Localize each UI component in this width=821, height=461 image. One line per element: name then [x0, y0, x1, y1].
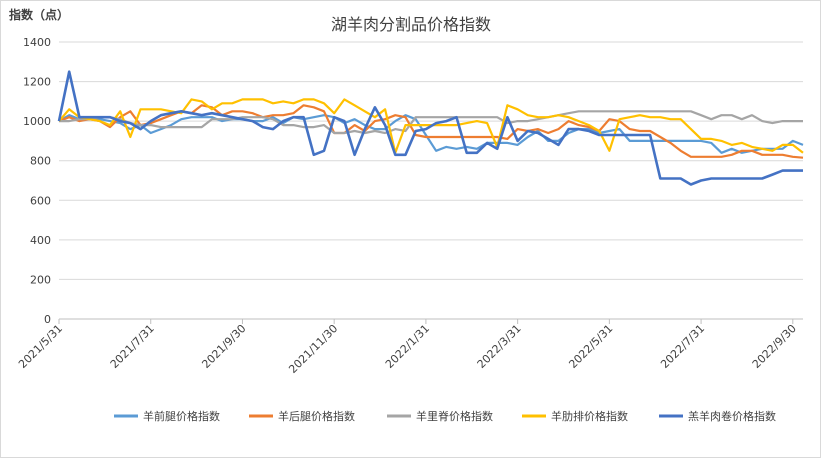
y-tick-label: 1400	[23, 36, 51, 49]
series-line-3	[59, 110, 803, 135]
chart-title: 湖羊肉分割品价格指数	[331, 15, 491, 34]
series-lines	[57, 70, 804, 186]
x-tick-label: 2021/5/31	[16, 322, 65, 371]
legend-label: 羊后腿价格指数	[278, 409, 355, 423]
x-tick-label: 2021/7/31	[108, 322, 157, 371]
x-tick-label: 2022/5/31	[566, 322, 615, 371]
x-axis: 2021/5/31 2021/7/31 2021/9/30 2021/11/30 202…	[16, 318, 803, 376]
gridlines	[59, 41, 803, 280]
x-tick-label: 2021/9/30	[199, 322, 248, 371]
x-tick-label: 2022/9/30	[750, 322, 799, 371]
x-tick-label: 2021/11/30	[286, 322, 340, 376]
y-tick-label: 1200	[23, 76, 51, 89]
legend-label: 羊里脊价格指数	[416, 409, 493, 423]
legend-label: 羊前腿价格指数	[143, 409, 220, 423]
legend: 羊前腿价格指数 羊后腿价格指数 羊里脊价格指数 羊肋排价格指数 羔羊肉卷价格指数	[114, 409, 776, 423]
y-tick-label: 1000	[23, 115, 51, 128]
y-tick-label: 400	[30, 234, 51, 247]
legend-label: 羊肋排价格指数	[551, 409, 628, 423]
y-tick-label: 800	[30, 155, 51, 168]
series-line-1	[58, 114, 804, 154]
x-tick-label: 2022/3/31	[475, 322, 524, 371]
y-tick-label: 600	[30, 194, 51, 207]
y-axis-label: 指数（点）	[9, 7, 69, 22]
legend-label: 羔羊肉卷价格指数	[688, 409, 776, 423]
y-tick-label: 200	[30, 273, 51, 286]
x-tick-label: 2022/1/31	[383, 322, 432, 371]
series-line-5	[57, 70, 803, 186]
y-tick-label: 0	[44, 313, 51, 326]
y-tick-labels: 0 200 400 600 800 1000 1200 1400	[23, 36, 51, 326]
x-tick-label: 2022/7/31	[658, 322, 707, 371]
